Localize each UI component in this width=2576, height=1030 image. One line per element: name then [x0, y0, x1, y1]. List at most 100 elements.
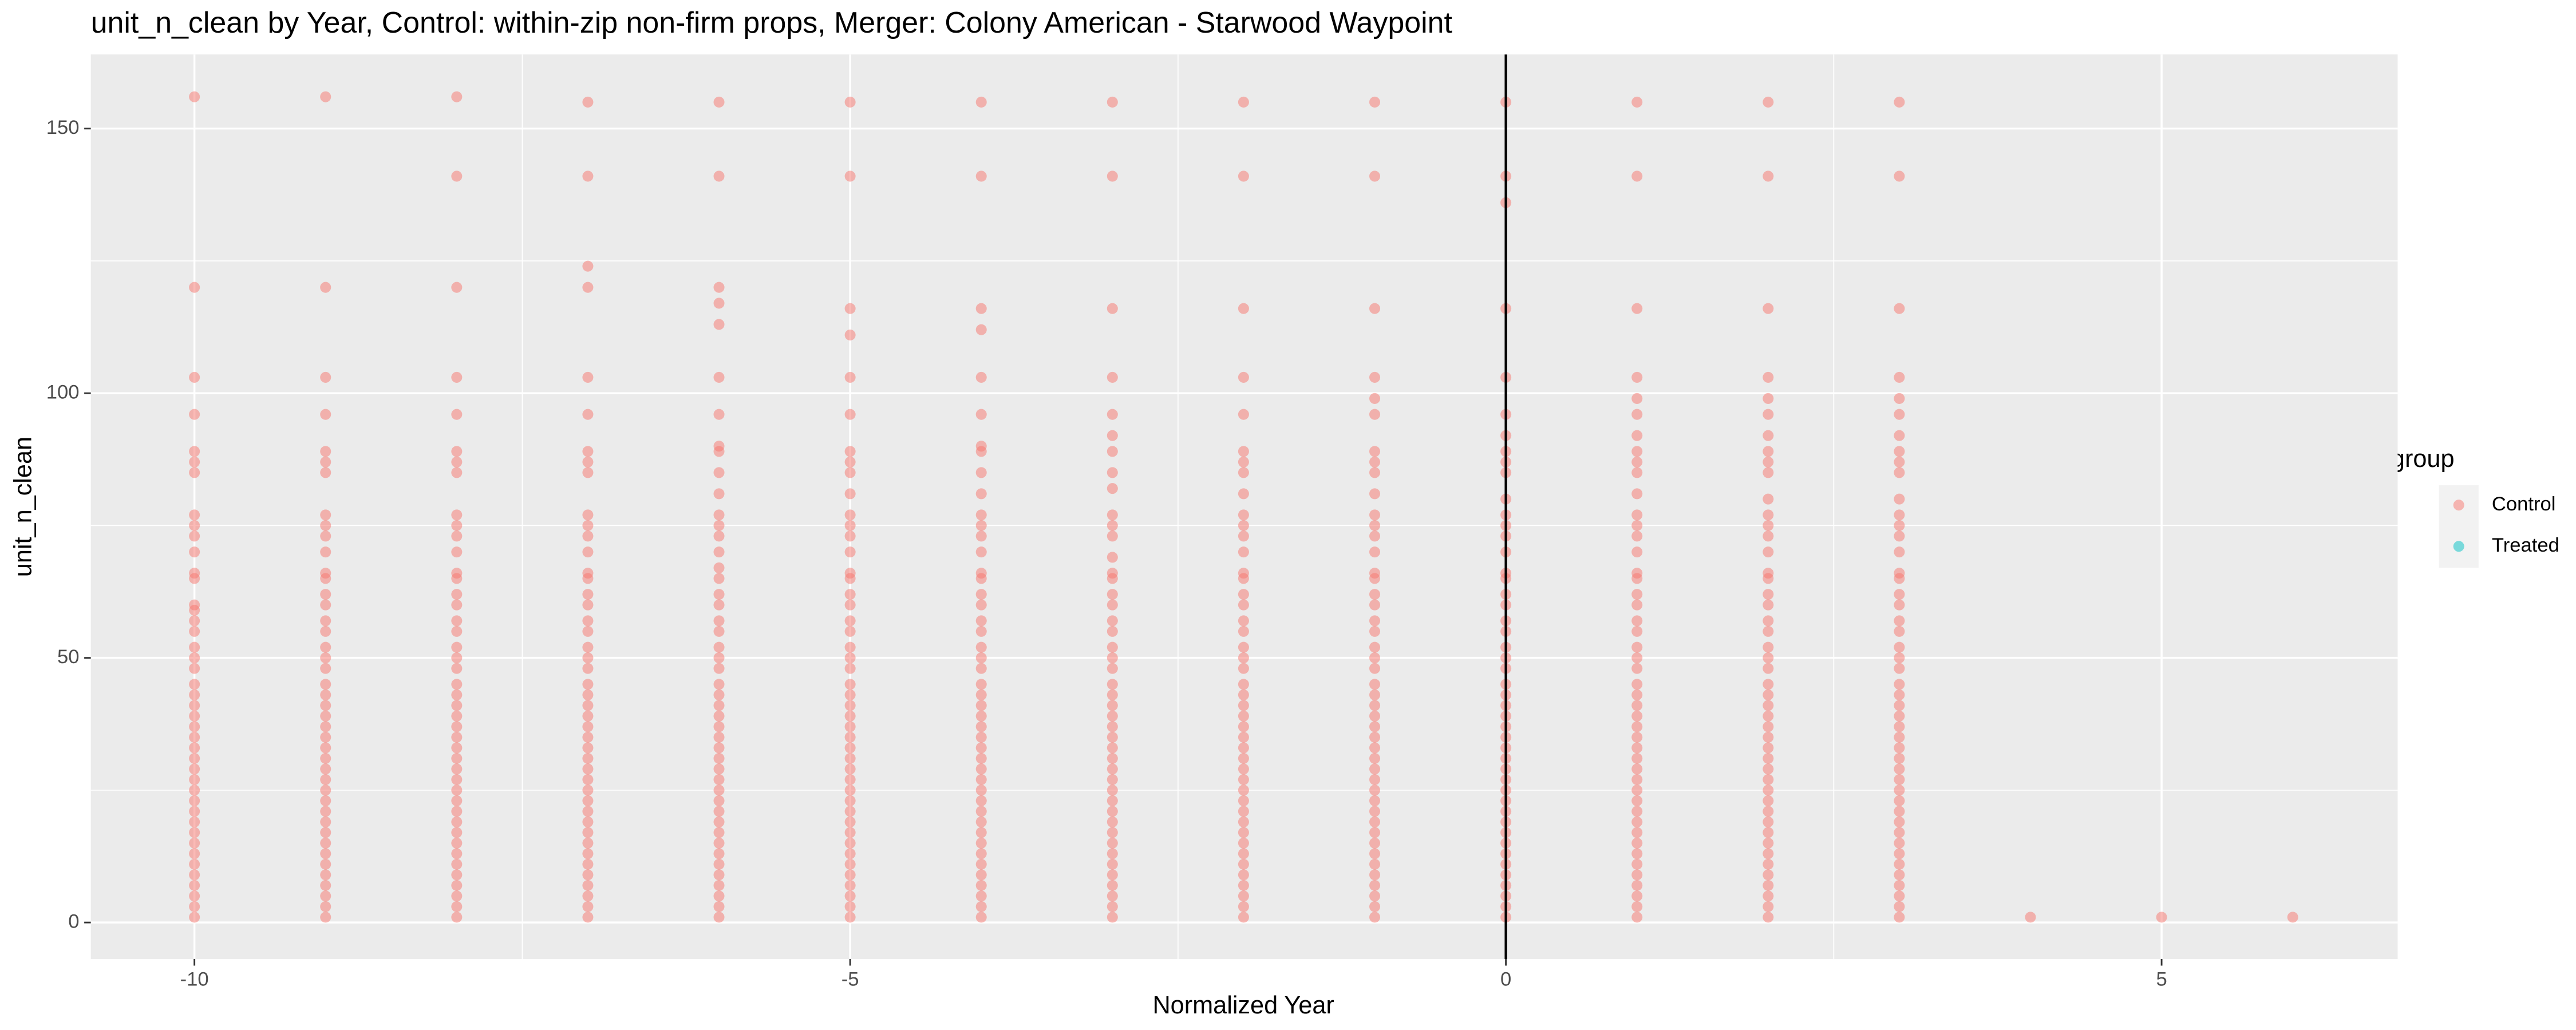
data-point	[1107, 806, 1118, 817]
data-point	[1763, 700, 1774, 711]
data-point	[713, 689, 725, 700]
data-point	[1107, 763, 1118, 775]
data-point	[1238, 615, 1249, 627]
data-point	[1894, 625, 1905, 637]
data-point	[713, 509, 725, 521]
data-point	[1107, 816, 1118, 827]
data-point	[1238, 731, 1249, 743]
data-point	[1763, 827, 1774, 838]
data-point	[1894, 652, 1905, 664]
data-point	[1238, 689, 1249, 700]
data-point	[1369, 795, 1381, 806]
data-point	[582, 96, 594, 108]
data-point	[1238, 520, 1249, 531]
data-point	[1238, 663, 1249, 674]
data-point	[1894, 446, 1905, 457]
data-point	[1238, 827, 1249, 838]
data-point	[975, 721, 987, 732]
data-point	[1238, 488, 1249, 500]
data-point	[451, 912, 463, 923]
data-point	[1894, 785, 1905, 796]
data-point	[1894, 731, 1905, 743]
data-point	[1894, 795, 1905, 806]
data-point	[582, 806, 594, 817]
data-point	[582, 816, 594, 827]
data-point	[975, 880, 987, 891]
data-point	[844, 409, 856, 420]
data-point	[1894, 774, 1905, 785]
data-point	[844, 689, 856, 700]
data-point	[1631, 785, 1643, 796]
data-point	[844, 816, 856, 827]
data-point	[1763, 785, 1774, 796]
data-point	[1763, 663, 1774, 674]
data-point	[1894, 599, 1905, 611]
data-point	[320, 589, 331, 600]
data-point	[1763, 467, 1774, 478]
data-point	[1107, 700, 1118, 711]
data-point	[1763, 721, 1774, 732]
data-point	[1631, 520, 1643, 531]
data-point	[1238, 816, 1249, 827]
data-point	[844, 652, 856, 664]
legend-key	[2453, 500, 2464, 511]
data-point	[451, 509, 463, 521]
data-point	[582, 520, 594, 531]
data-point	[1238, 806, 1249, 817]
data-point	[1107, 371, 1118, 383]
data-point	[1369, 663, 1381, 674]
data-point	[1238, 752, 1249, 764]
data-point	[1631, 752, 1643, 764]
data-point	[1107, 589, 1118, 600]
data-point	[451, 91, 463, 102]
data-point	[713, 858, 725, 870]
data-point	[975, 589, 987, 600]
data-point	[1238, 467, 1249, 478]
data-point	[1369, 568, 1381, 579]
data-point	[1107, 710, 1118, 722]
data-point	[1763, 837, 1774, 849]
data-point	[451, 742, 463, 754]
chart-title: unit_n_clean by Year, Control: within-zi…	[91, 6, 1453, 39]
data-point	[582, 880, 594, 891]
data-point	[844, 589, 856, 600]
data-point	[975, 774, 987, 785]
data-point	[582, 827, 594, 838]
data-point	[1369, 742, 1381, 754]
data-point	[844, 827, 856, 838]
data-point	[713, 806, 725, 817]
legend-key	[2453, 541, 2464, 552]
x-tick-label: 0	[1500, 969, 1511, 991]
data-point	[1238, 456, 1249, 468]
data-point	[451, 446, 463, 457]
data-point	[1369, 816, 1381, 827]
data-point	[1369, 446, 1381, 457]
data-point	[189, 848, 200, 859]
data-point	[1238, 901, 1249, 912]
data-point	[189, 710, 200, 722]
data-point	[1238, 446, 1249, 457]
data-point	[189, 371, 200, 383]
data-point	[451, 710, 463, 722]
data-point	[713, 816, 725, 827]
data-point	[1369, 837, 1381, 849]
data-point	[975, 467, 987, 478]
data-point	[1369, 599, 1381, 611]
data-point	[975, 679, 987, 690]
data-point	[189, 858, 200, 870]
data-point	[1631, 456, 1643, 468]
data-point	[975, 731, 987, 743]
data-point	[1369, 520, 1381, 531]
data-point	[1107, 483, 1118, 494]
y-tick-label: 50	[57, 646, 79, 668]
data-point	[320, 890, 331, 902]
data-point	[844, 848, 856, 859]
data-point	[1107, 641, 1118, 653]
data-point	[1369, 848, 1381, 859]
data-point	[1107, 795, 1118, 806]
data-point	[844, 615, 856, 627]
data-point	[713, 625, 725, 637]
data-point	[320, 837, 331, 849]
data-point	[1631, 589, 1643, 600]
data-point	[975, 827, 987, 838]
